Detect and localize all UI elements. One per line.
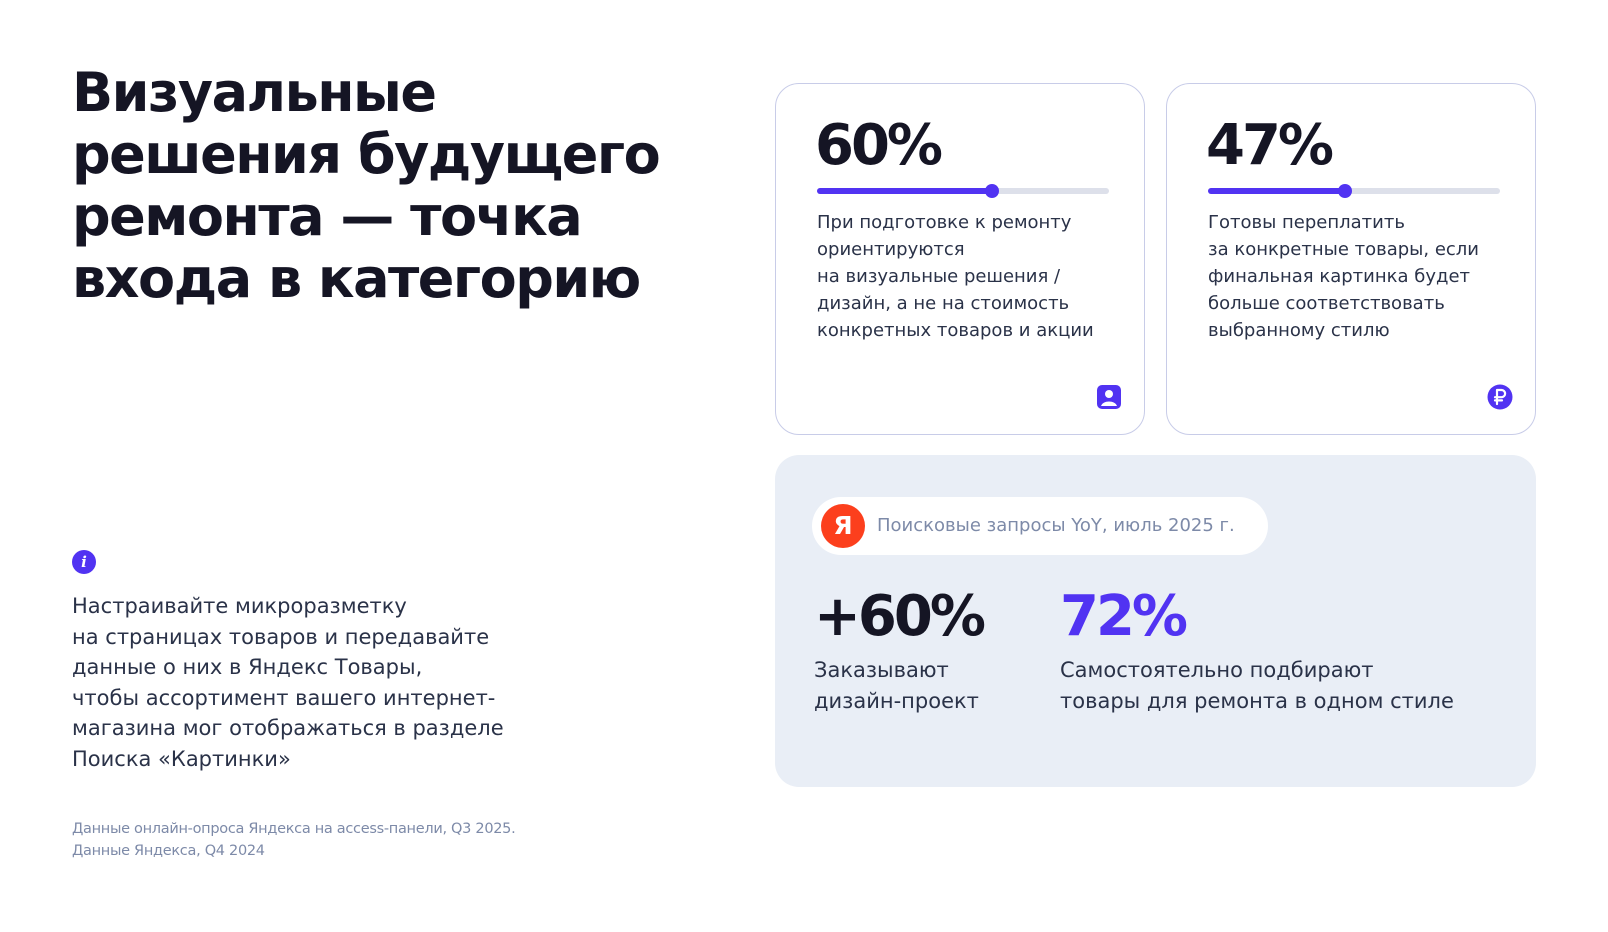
image-icon — [1097, 385, 1121, 409]
source-badge-label: Поисковые запросы YoY, июль 2025 г. — [877, 515, 1235, 536]
info-text: Настраивайте микроразметку на страницах … — [72, 594, 504, 771]
stat-card-percent: 47% — [1206, 113, 1334, 178]
progress-fill — [817, 188, 993, 194]
progress-bar — [817, 184, 1109, 198]
info-icon: i — [72, 550, 96, 574]
stat-value: +60% — [814, 584, 986, 649]
stat-value: 72% — [1060, 584, 1188, 649]
ruble-icon — [1487, 384, 1513, 410]
stat-card-overpay: 47% Готовы переплатить за конкретные тов… — [1166, 83, 1536, 435]
stat-card-description: Готовы переплатить за конкретные товары,… — [1208, 212, 1480, 341]
page-title: Визуальные решения будущего ремонта — то… — [72, 61, 661, 310]
stat-card-percent: 60% — [815, 113, 943, 178]
progress-knob — [985, 184, 1000, 198]
stat-label: Заказывают дизайн-проект — [814, 658, 979, 713]
progress-fill — [1208, 188, 1346, 194]
stat-card-description: При подготовке к ремонту ориентируются н… — [817, 212, 1094, 341]
progress-knob — [1338, 184, 1353, 198]
progress-bar — [1208, 184, 1500, 198]
stat-card-design: 60% При подготовке к ремонту ориентируют… — [775, 83, 1145, 435]
search-stats-panel: Я Поисковые запросы YoY, июль 2025 г. +6… — [775, 455, 1536, 787]
yandex-logo-icon: Я — [821, 504, 865, 548]
sources-note: Данные онлайн-опроса Яндекса на access-п… — [72, 821, 516, 859]
stat-label: Самостоятельно подбирают товары для ремо… — [1060, 658, 1454, 713]
source-badge: Я Поисковые запросы YoY, июль 2025 г. — [812, 497, 1268, 555]
